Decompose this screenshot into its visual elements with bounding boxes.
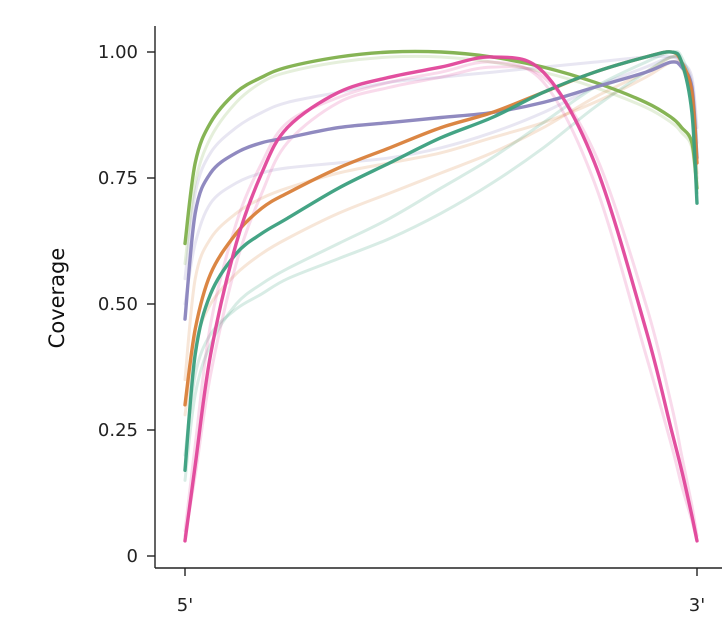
series-line-faint-7 xyxy=(183,54,699,266)
series-line-faint-6 xyxy=(183,55,699,306)
highlighted-series-group xyxy=(183,49,699,543)
series-line-faint-13 xyxy=(183,60,699,543)
series-line-faint-12 xyxy=(183,65,699,538)
y-tick-label-3: 0.75 xyxy=(98,168,138,189)
series-line-main-1 xyxy=(183,60,699,321)
series-line-main-3 xyxy=(183,50,699,472)
series-line-faint-5 xyxy=(183,54,699,281)
y-tick-label-4: 1.00 xyxy=(98,42,138,63)
y-tick-label-1: 0.25 xyxy=(98,420,138,441)
x-tick-label-1: 3' xyxy=(689,595,705,616)
y-axis-ticks: 0 0.25 0.50 0.75 1.00 xyxy=(98,42,155,567)
x-axis-ticks: 5' 3' xyxy=(177,568,705,616)
x-tick-label-0: 5' xyxy=(177,595,193,616)
y-tick-label-2: 0.50 xyxy=(98,294,138,315)
series-line-main-4 xyxy=(183,55,699,543)
y-axis-title: Coverage xyxy=(45,248,69,349)
y-tick-label-0: 0 xyxy=(127,546,138,567)
series-line-main-2 xyxy=(183,50,699,407)
series-line-main-0 xyxy=(183,49,699,246)
background-series-group xyxy=(183,49,699,543)
